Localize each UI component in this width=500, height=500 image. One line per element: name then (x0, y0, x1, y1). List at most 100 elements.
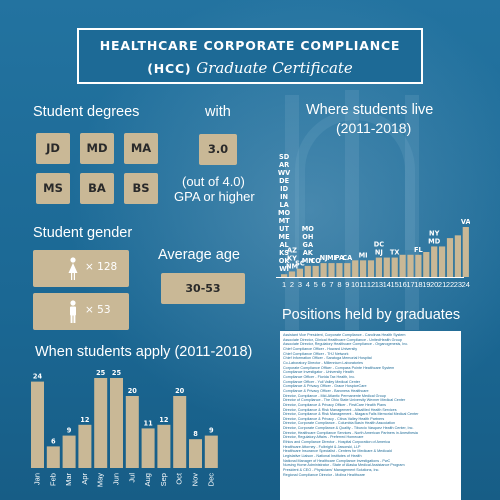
apply-month-label: Oct (175, 472, 184, 485)
residence-bar (415, 254, 422, 277)
residence-tick-label: 7 (329, 280, 333, 289)
age-value-badge: 30-53 (161, 273, 245, 304)
male-person-icon (70, 300, 76, 323)
apply-value-label: 25 (112, 369, 122, 377)
position-item: Regional Compliance Director - Molina He… (283, 472, 365, 477)
position-item: Compliance & Privacy Officer - Baroness … (283, 388, 369, 393)
residence-data-label: WV (278, 169, 291, 177)
title-line-1: HEALTHCARE CORPORATE COMPLIANCE (99, 38, 401, 53)
apply-month-label: Apr (80, 472, 89, 484)
residence-tick-label: 13 (375, 280, 383, 289)
residence-tick-label: 10 (351, 280, 359, 289)
residence-tick-label: 21 (438, 280, 446, 289)
position-item: Corporate Compliance Officer - Compass P… (283, 365, 395, 370)
residence-data-label: MD (428, 237, 441, 245)
position-item: National Manager of Healthcare Complianc… (283, 458, 391, 463)
apply-month-label: Jul (127, 473, 136, 483)
residence-data-label: CO (310, 257, 321, 265)
residence-data-label: AR (279, 161, 289, 169)
female-person-icon (68, 257, 78, 280)
residence-tick-label: 1 (282, 280, 286, 289)
residence-data-label: MO (302, 225, 315, 233)
apply-chart: 24 Jan 6 Feb 9 Mar 12 Apr 25 May 25 Jun 20 Jul 11 Aug 12… (31, 369, 218, 487)
residence-data-label: DE (279, 177, 289, 185)
degree-badge: MS (36, 173, 70, 204)
apply-bar (94, 378, 108, 468)
apply-bar (31, 381, 44, 468)
residence-tick-label: 16 (398, 280, 406, 289)
residence-tick-label: 24 (462, 280, 470, 289)
residence-data-label: MI (359, 251, 368, 259)
position-item: Compliance Investigator - University Hea… (283, 370, 354, 375)
apply-value-label: 24 (33, 373, 43, 381)
position-item: Director, Compliance & Risk Management -… (283, 407, 397, 412)
apply-bar (141, 428, 155, 468)
residence-tick-label: 2 (290, 280, 294, 289)
position-item: Chief Compliance Officer - THJ Network (283, 351, 349, 356)
male-count-badge: × 53 (33, 293, 129, 330)
residence-tick-label: 23 (454, 280, 462, 289)
residence-bar (462, 227, 469, 277)
residence-data-label: ME (279, 233, 291, 241)
degrees-heading: Student degrees (33, 104, 140, 120)
residence-bar (446, 238, 454, 277)
residence-data-label: MO (278, 209, 291, 217)
apply-month-label: Nov (190, 473, 199, 487)
residence-data-label: SD (279, 153, 290, 161)
residence-bar (288, 271, 296, 277)
apply-value-label: 12 (159, 416, 169, 424)
residence-data-label: PA (335, 254, 345, 262)
position-item: Director, Corporate Compliance - Columbi… (283, 421, 396, 426)
residence-bar (296, 268, 303, 277)
residence-tick-label: 22 (446, 280, 454, 289)
residence-bar (360, 260, 367, 277)
apply-bar (62, 435, 76, 468)
residence-data-label: AK (303, 249, 314, 257)
position-item: Director, Healthcare Compliance Services… (283, 430, 418, 435)
position-item: Assistant Vice President, Corporate Comp… (283, 333, 406, 337)
residence-chart-subtitle: (2011-2018) (336, 120, 412, 136)
position-item: Associate Director, Regulatory Healthcar… (283, 342, 409, 347)
apply-bar (125, 396, 139, 468)
female-count: × 128 (85, 261, 118, 273)
apply-bar (189, 439, 202, 468)
title-box: HEALTHCARE CORPORATE COMPLIANCE (HCC) Gr… (77, 28, 423, 84)
age-heading: Average age (158, 247, 240, 263)
apply-value-label: 8 (193, 430, 198, 438)
position-item: Healthcare Insurance Specialist - Center… (283, 449, 392, 454)
title-certificate: Graduate Certificate (196, 59, 353, 77)
residence-bar (344, 263, 351, 277)
residence-data-label: IN (280, 193, 288, 201)
residence-tick-label: 6 (322, 280, 326, 289)
residence-bar (304, 265, 311, 277)
residence-tick-label: 18 (414, 280, 422, 289)
title-line-2: (HCC) Graduate Certificate (79, 59, 421, 77)
residence-bar (281, 274, 288, 277)
residence-bar (407, 254, 414, 277)
position-item: Compliance & Privacy Officer - Grace Hos… (283, 384, 367, 389)
residence-chart: 1SDARWVDEIDINLAMOMTUTMEALKSOKWI2AZKYNM3S… (276, 153, 470, 289)
residence-tick-label: 14 (383, 280, 391, 289)
position-item: Director of Compliance - The Ohio State … (283, 398, 406, 403)
apply-value-label: 20 (128, 387, 138, 395)
residence-bar (367, 260, 375, 277)
residence-bar (312, 265, 319, 277)
residence-data-label: CA (342, 254, 353, 262)
apply-month-label: Dec (206, 473, 215, 487)
residence-data-label: AZ (287, 246, 297, 254)
position-item: Director, Compliance - Mid-Atlantic Perm… (283, 393, 386, 398)
positions-list: Assistant Vice President, Corporate Comp… (280, 331, 461, 500)
degree-badge: JD (36, 133, 70, 164)
residence-bar (320, 263, 327, 277)
apply-bar (46, 446, 60, 468)
residence-data-label: KS (279, 249, 289, 257)
position-item: Chief Information Officer - Saratoga Mem… (283, 356, 372, 361)
residence-data-label: NJ (375, 249, 383, 257)
title-abbreviation: (HCC) (147, 61, 192, 76)
apply-bar (110, 378, 123, 468)
position-item: Nursing Home Administrator - State of Al… (283, 463, 405, 468)
residence-data-label: NY (429, 229, 440, 237)
residence-bar (399, 254, 406, 277)
gpa-value-badge: 3.0 (199, 134, 237, 165)
apply-bar (78, 424, 92, 468)
